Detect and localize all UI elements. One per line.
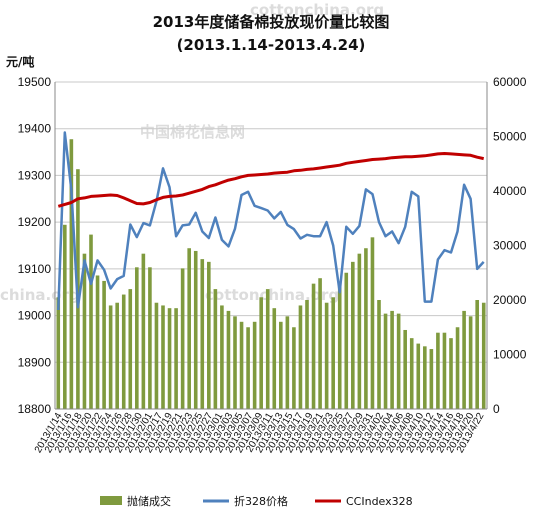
bar — [102, 280, 106, 409]
bar — [481, 302, 486, 409]
bar — [370, 237, 375, 409]
y-left-tick-label: 19400 — [18, 122, 52, 136]
bar — [239, 321, 244, 409]
bar — [180, 268, 185, 409]
legend-swatch — [100, 496, 122, 505]
bar — [193, 250, 198, 409]
bar — [63, 224, 67, 409]
bar — [285, 316, 290, 409]
y-right-tick-label: 50000 — [493, 130, 527, 144]
bar — [357, 253, 362, 409]
bar — [409, 338, 414, 409]
y-left-tick-label: 19200 — [18, 215, 52, 229]
bar — [442, 332, 447, 409]
bar — [344, 272, 349, 409]
bar — [351, 261, 355, 409]
bar — [468, 316, 473, 409]
bar — [115, 302, 119, 409]
legend-label: 抛储成交 — [127, 494, 171, 508]
bar — [298, 305, 303, 409]
watermark-center: cottonchina.org — [205, 286, 339, 304]
bar — [207, 261, 211, 409]
bar — [56, 297, 61, 409]
bar — [377, 300, 381, 409]
bar — [292, 327, 296, 409]
bar — [259, 297, 263, 409]
y-left-unit: 元/吨 — [6, 54, 34, 69]
bar — [95, 275, 100, 409]
bar — [403, 329, 407, 409]
watermark-left: china.org — [0, 286, 80, 304]
bar — [82, 253, 87, 409]
bar — [455, 327, 460, 409]
y-left-tick-label: 18900 — [18, 355, 52, 369]
bar — [396, 313, 401, 409]
bar — [128, 289, 133, 409]
bar — [135, 267, 139, 409]
bar — [161, 305, 165, 409]
y-left-tick-label: 18800 — [18, 402, 52, 416]
watermark-top: cottonchina.org — [250, 1, 384, 19]
bar — [337, 286, 342, 409]
bar — [167, 308, 172, 409]
bar — [423, 346, 427, 409]
bar — [154, 302, 159, 409]
legend-label: 折328价格 — [234, 494, 288, 508]
bar — [449, 338, 453, 409]
y-right-tick-label: 0 — [493, 402, 500, 416]
bar — [69, 139, 74, 409]
bar — [462, 310, 466, 409]
chart-subtitle: (2013.1.14-2013.4.24) — [177, 36, 366, 54]
bar — [390, 310, 394, 409]
bar — [220, 305, 224, 409]
bar — [475, 300, 479, 409]
bar — [89, 234, 93, 409]
line-series-group — [57, 131, 485, 311]
y-left-tick-label: 19100 — [18, 262, 52, 276]
bar — [187, 248, 191, 409]
bar — [279, 321, 283, 409]
y-right-tick-label: 10000 — [493, 348, 527, 362]
y-left-tick-label: 19500 — [18, 75, 52, 89]
bar — [108, 305, 113, 409]
bar — [324, 302, 329, 409]
bar — [233, 316, 237, 409]
legend-label: CCIndex328 — [346, 495, 413, 508]
y-left-tick-label: 19000 — [18, 309, 52, 323]
y-right-tick-label: 30000 — [493, 239, 527, 253]
bar — [416, 343, 421, 409]
y-right-tick-label: 40000 — [493, 184, 527, 198]
bar — [213, 289, 218, 409]
bar — [226, 310, 231, 409]
chart-title: 2013年度储备棉投放现价量比较图 — [153, 13, 390, 31]
y-left-tick-label: 19300 — [18, 168, 52, 182]
bar-series-group — [56, 139, 486, 409]
bar — [148, 267, 152, 409]
bar — [429, 349, 434, 409]
bar — [246, 327, 250, 409]
bar — [174, 308, 178, 409]
price-line — [57, 131, 485, 311]
bar — [252, 321, 257, 409]
y-right-tick-label: 20000 — [493, 293, 527, 307]
bar — [364, 248, 368, 409]
bar — [311, 283, 316, 409]
bar — [305, 300, 309, 409]
y-right-tick-label: 60000 — [493, 75, 527, 89]
bar — [383, 313, 388, 409]
bar — [200, 259, 205, 409]
axis-layer: 19500 19400 19300 19200 19100 19000 18900 18800… — [18, 75, 527, 455]
bar — [265, 289, 270, 409]
bar — [272, 308, 277, 409]
legend: 抛储成交 折328价格 CCIndex328 — [100, 494, 413, 508]
watermark-mid: 中国棉花信息网 — [140, 123, 245, 141]
bar — [318, 278, 322, 409]
bar — [121, 294, 126, 409]
bar — [141, 253, 146, 409]
bar — [436, 332, 440, 409]
ccindex-line — [57, 152, 485, 208]
bar — [331, 297, 335, 409]
